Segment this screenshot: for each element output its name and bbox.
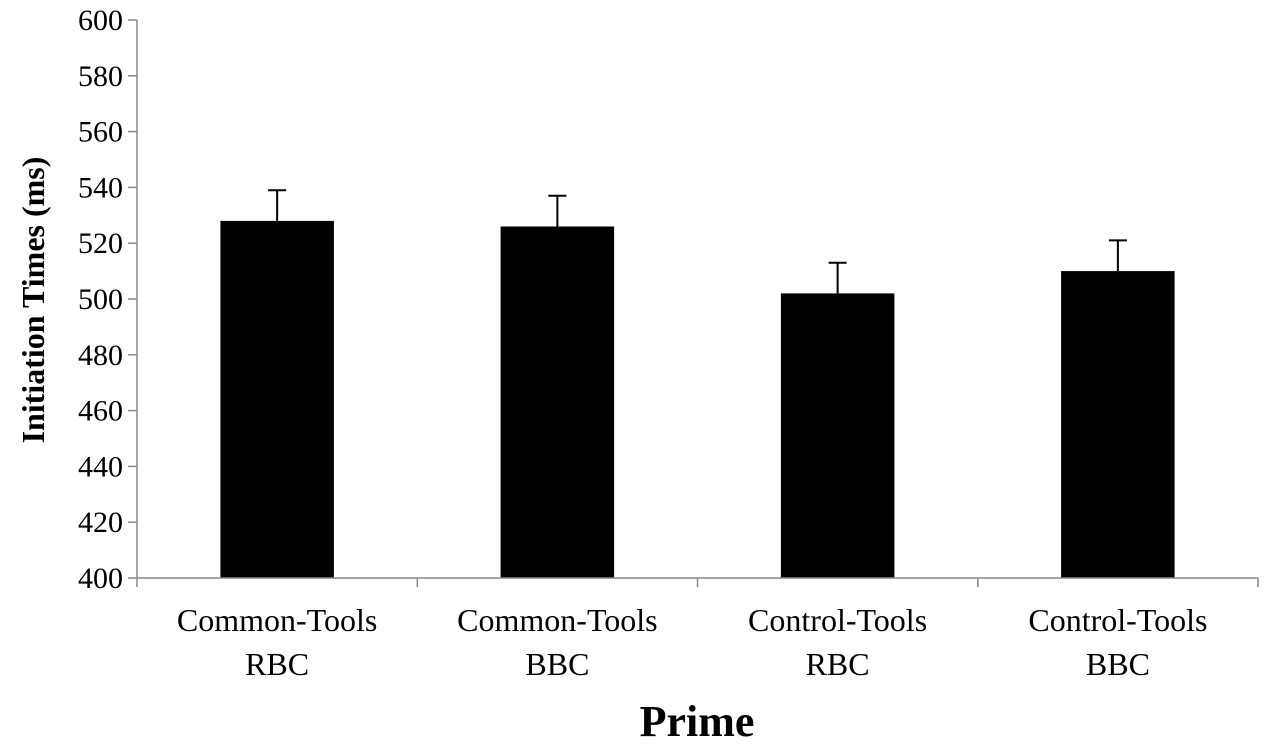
x-category-label: BBC — [525, 646, 589, 682]
bar-1 — [220, 220, 334, 578]
y-tick-label: 480 — [78, 339, 123, 372]
x-category-label: BBC — [1086, 646, 1150, 682]
x-category-label: Control-Tools — [748, 602, 927, 638]
y-tick-label: 500 — [78, 283, 123, 316]
y-tick-label: 560 — [78, 116, 123, 149]
y-tick-label: 440 — [78, 450, 123, 483]
y-tick-label: 420 — [78, 506, 123, 539]
y-tick-label: 520 — [78, 227, 123, 260]
x-axis: Common-Tools RBC Common-Tools BBC Control-To… — [136, 577, 1259, 682]
y-tick-label: 600 — [78, 4, 123, 37]
bar-4 — [1061, 271, 1175, 578]
y-tick-label: 580 — [78, 60, 123, 93]
x-axis-title: Prime — [640, 697, 755, 744]
y-axis-title: Initiation Times (ms) — [15, 157, 51, 444]
error-bars — [268, 189, 1127, 294]
x-category-label: RBC — [245, 646, 309, 682]
bar-2 — [500, 226, 615, 578]
bar-3 — [780, 293, 895, 578]
x-category-label: RBC — [806, 646, 870, 682]
y-tick-label: 400 — [78, 562, 123, 595]
x-category-label: Common-Tools — [177, 602, 377, 638]
x-category-label: Common-Tools — [457, 602, 657, 638]
y-tick-label: 460 — [78, 395, 123, 428]
x-category-label: Control-Tools — [1028, 602, 1207, 638]
y-axis: 400 420 440 460 480 500 520 540 560 580 600 — [78, 4, 138, 595]
y-tick-label: 540 — [78, 171, 123, 204]
bars — [220, 220, 1175, 578]
